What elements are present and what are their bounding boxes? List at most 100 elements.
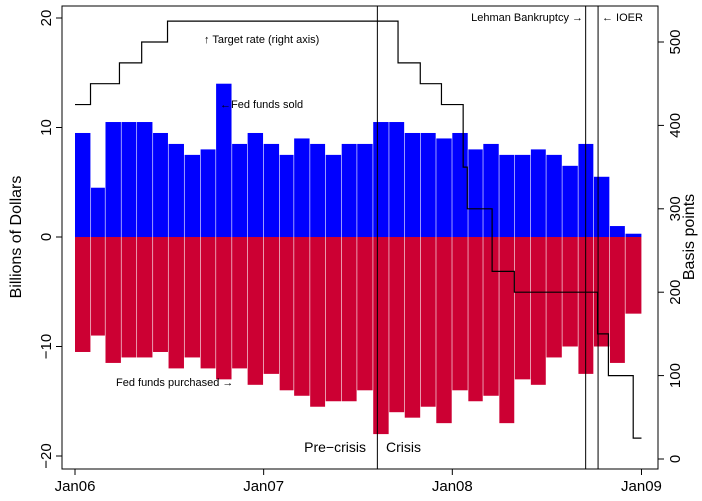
purchased-bar-2008-05	[514, 237, 531, 380]
sold-bar-2008-06	[530, 149, 546, 237]
y2-tick-label-400: 400	[667, 113, 684, 138]
y-axis-title: Billions of Dollars	[8, 176, 25, 299]
y-tick-label--10: −10	[38, 334, 55, 359]
sold-bar-2007-09	[389, 122, 405, 237]
purchased-bar-2008-11	[609, 237, 625, 363]
purchased-bar-2008-01	[452, 237, 468, 391]
sold-bar-2008-01	[452, 132, 468, 237]
purchased-bar-2006-01	[75, 237, 91, 352]
event-lines-layer	[376, 6, 599, 469]
y2-tick-label-0: 0	[667, 455, 684, 463]
sold-bar-2006-04	[121, 122, 137, 237]
purchased-bar-2007-03	[294, 237, 310, 396]
purchased-bar-2007-07	[357, 237, 373, 391]
y2-tick-label-500: 500	[667, 29, 684, 54]
x-tick-label-Jan07: Jan07	[243, 478, 284, 495]
purchased-bar-2007-09	[389, 237, 405, 413]
sold-bar-2007-11	[420, 132, 436, 237]
x-tick-label-Jan06: Jan06	[55, 478, 96, 495]
sold-bar-2006-09	[200, 149, 216, 237]
purchased-bar-2008-07	[546, 237, 562, 358]
purchased-bar-2006-02	[91, 237, 105, 336]
purchased-bar-2007-12	[436, 237, 452, 424]
sold-bar-2006-05	[137, 122, 153, 237]
purchased-bar-2008-06	[530, 237, 546, 385]
lehman-label: Lehman Bankruptcy →	[471, 12, 583, 24]
purchased-bar-2006-11	[232, 237, 248, 369]
sold-bar-2008-08	[562, 165, 578, 237]
sold-bar-2007-12	[436, 138, 452, 237]
purchased-bar-2008-03	[483, 237, 499, 396]
fed-funds-sold-annotation: ←Fed funds sold	[220, 99, 303, 111]
sold-bar-2007-08	[373, 122, 389, 237]
sold-bar-2006-07	[168, 143, 184, 237]
sold-bar-2007-01	[263, 143, 280, 237]
y2-tick-label-100: 100	[667, 363, 684, 388]
sold-bar-2007-06	[341, 143, 357, 237]
x-tick-label-Jan09: Jan09	[621, 478, 662, 495]
purchased-bar-2007-04	[310, 237, 326, 407]
sold-bar-2008-05	[514, 154, 531, 238]
sold-bar-2006-10	[216, 83, 232, 237]
purchased-bar-2007-06	[341, 237, 357, 402]
purchased-bar-2007-05	[325, 237, 342, 402]
sold-bar-2008-07	[546, 154, 562, 238]
sold-bar-2008-11	[609, 226, 625, 237]
purchased-bar-2007-10	[404, 237, 421, 418]
purchased-bar-2006-05	[137, 237, 153, 358]
purchased-bar-2008-12	[625, 237, 642, 314]
sold-bar-2008-04	[499, 154, 515, 238]
target-rate-line	[75, 20, 642, 439]
sold-bar-2007-02	[279, 154, 294, 238]
target-rate-layer	[75, 20, 642, 439]
purchased-bar-2006-04	[121, 237, 137, 358]
purchased-bar-2006-12	[247, 237, 264, 385]
sold-bar-2008-12	[625, 233, 642, 237]
purchased-bar-2007-08	[373, 237, 389, 435]
purchased-bar-2007-11	[420, 237, 436, 407]
purchased-bar-2006-08	[184, 237, 200, 358]
sold-bar-2006-06	[153, 132, 168, 237]
sold-bar-2006-01	[75, 132, 91, 237]
sold-bar-2006-08	[184, 154, 200, 238]
purchased-bar-2007-01	[263, 237, 280, 374]
y-tick-label--20: −20	[38, 443, 55, 468]
purchased-bar-2006-03	[105, 237, 121, 363]
purchased-bar-2008-04	[499, 237, 515, 424]
target-rate-annotation: ↑ Target rate (right axis)	[204, 34, 319, 46]
crisis-label: Crisis	[386, 439, 421, 455]
purchased-bar-2006-09	[200, 237, 216, 369]
bars-layer	[75, 83, 642, 435]
sold-bar-2007-07	[357, 143, 373, 237]
y2-tick-label-200: 200	[667, 280, 684, 305]
x-tick-label-Jan08: Jan08	[432, 478, 473, 495]
y-tick-label-0: 0	[38, 233, 55, 241]
sold-bar-2006-12	[247, 132, 264, 237]
fed-funds-purchased-annotation: Fed funds purchased →	[116, 377, 233, 389]
purchased-bar-2006-10	[216, 237, 232, 380]
ioer-label: ← IOER	[602, 12, 643, 24]
sold-bar-2006-11	[232, 143, 248, 237]
x-axis: Jan06 Jan07 Jan08 Jan09	[55, 468, 662, 495]
purchased-bar-2006-07	[168, 237, 184, 369]
sold-bar-2007-05	[325, 154, 342, 238]
purchased-bar-2007-02	[279, 237, 294, 391]
sold-bar-2008-10	[593, 176, 610, 237]
sold-bar-2006-02	[91, 187, 105, 237]
y2-axis-title: Basis points	[681, 194, 698, 280]
sold-bar-2008-03	[483, 143, 499, 237]
y-tick-label-20: 20	[38, 10, 55, 27]
sold-bar-2007-04	[310, 143, 326, 237]
purchased-bar-2006-06	[153, 237, 168, 352]
sold-bar-2007-10	[404, 132, 421, 237]
y-tick-label-10: 10	[38, 119, 55, 136]
y-axis-left: −20 −10 0 10 20	[38, 10, 63, 469]
sold-bar-2006-03	[105, 122, 121, 237]
sold-bar-2008-02	[468, 149, 483, 237]
y-axis-right: 0 100 200 300 400 500	[657, 29, 684, 463]
purchased-bar-2008-02	[468, 237, 483, 402]
pre-crisis-label: Pre−crisis	[304, 439, 366, 455]
sold-bar-2007-03	[294, 138, 310, 237]
y2-tick-label-300: 300	[667, 196, 684, 221]
